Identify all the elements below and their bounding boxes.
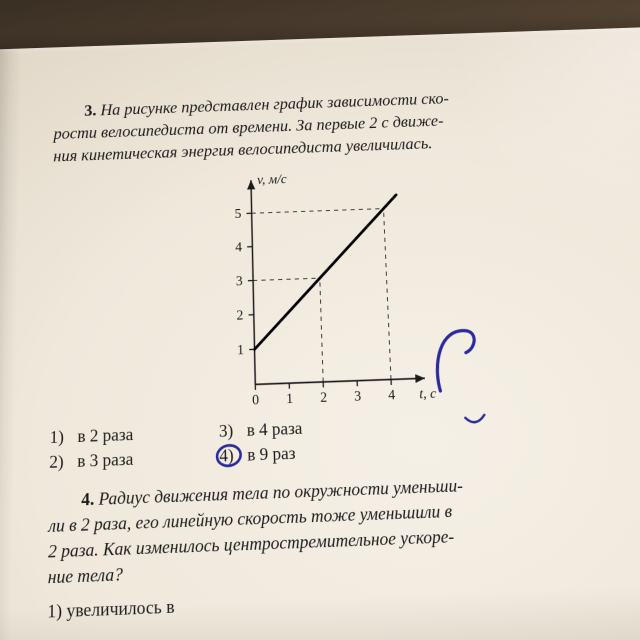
problem-4-text: 4. Радиус движения тела по окружности ум… bbox=[48, 468, 640, 592]
page-content: 3. На рисунке представлен график зависим… bbox=[47, 83, 640, 640]
problem-3-options: 1) в 2 раза 2) в 3 раза 3) в 4 раза bbox=[49, 407, 640, 474]
pen-circle-icon bbox=[214, 442, 247, 473]
svg-text:4: 4 bbox=[235, 240, 243, 255]
svg-text:2: 2 bbox=[236, 308, 243, 323]
svg-text:2: 2 bbox=[319, 390, 326, 406]
options-col-left: 1) в 2 раза 2) в 3 раза bbox=[49, 426, 133, 474]
chart-container: 0 1 2 3 4 1 2 3 4 5 v, м/с t, c bbox=[50, 159, 640, 420]
textbook-page: 3. На рисунке представлен график зависим… bbox=[0, 26, 640, 640]
svg-text:0: 0 bbox=[251, 392, 258, 408]
svg-text:t, c: t, c bbox=[418, 386, 436, 402]
option-4-num-circled: 4) bbox=[219, 446, 243, 467]
svg-text:3: 3 bbox=[235, 274, 242, 289]
svg-text:1: 1 bbox=[285, 391, 292, 407]
velocity-time-chart: 0 1 2 3 4 1 2 3 4 5 v, м/с t, c bbox=[220, 165, 469, 413]
svg-text:4: 4 bbox=[387, 387, 395, 403]
option-3-text: в 4 раза bbox=[247, 420, 303, 441]
problem-4: 4. Радиус движения тела по окружности ум… bbox=[47, 468, 640, 623]
option-2-text: в 3 раза bbox=[77, 450, 133, 471]
svg-text:v, м/с: v, м/с bbox=[256, 172, 286, 188]
option-2: 2) в 3 раза bbox=[49, 450, 133, 473]
options-col-right: 3) в 4 раза 4) в 9 раз bbox=[219, 420, 304, 468]
svg-text:3: 3 bbox=[353, 388, 361, 404]
option-4-text: в 9 раз bbox=[247, 444, 296, 465]
problem-4-number: 4. bbox=[81, 490, 94, 510]
option-1-text: в 2 раза bbox=[77, 426, 133, 447]
problem-3-text: 3. На рисунке представлен график зависим… bbox=[53, 83, 620, 169]
svg-text:1: 1 bbox=[236, 342, 243, 358]
option-1-num: 1) bbox=[49, 428, 73, 449]
scene: 3. На рисунке представлен график зависим… bbox=[0, 0, 640, 640]
option-4: 4) в 9 раз bbox=[219, 444, 303, 467]
option-2-num: 2) bbox=[49, 453, 73, 474]
problem-3: 3. На рисунке представлен график зависим… bbox=[49, 83, 640, 474]
problem-4-option-1-partial: 1) увеличилось в bbox=[47, 597, 174, 623]
svg-text:5: 5 bbox=[234, 206, 241, 221]
option-3-num: 3) bbox=[219, 422, 243, 443]
page-gutter-shadow bbox=[0, 49, 22, 640]
option-1: 1) в 2 раза bbox=[49, 426, 133, 449]
problem-3-number: 3. bbox=[84, 102, 96, 119]
option-3: 3) в 4 раза bbox=[219, 420, 303, 443]
